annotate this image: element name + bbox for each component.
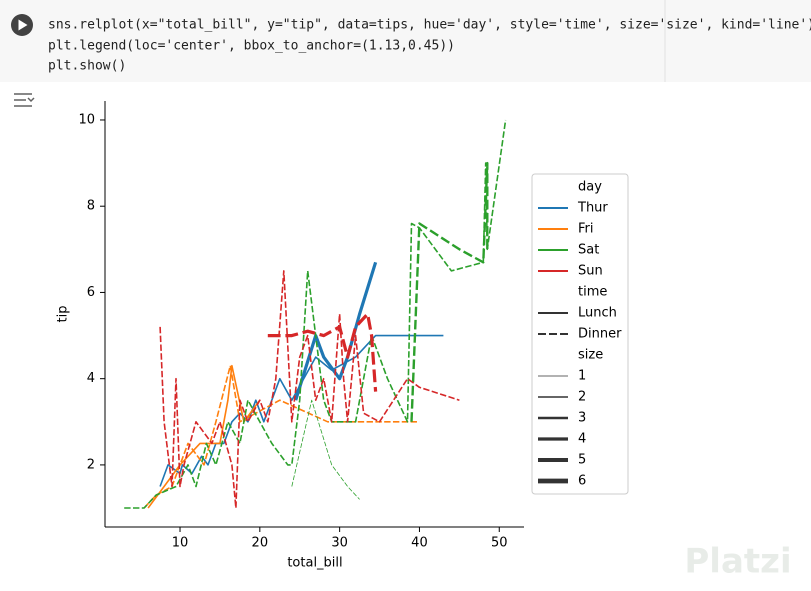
legend-label: 3 — [578, 411, 586, 426]
legend-label: Fri — [578, 222, 594, 237]
y-axis-label: tip — [56, 306, 71, 323]
legend-title: time — [578, 285, 607, 300]
y-tick-label: 6 — [87, 285, 95, 300]
data-line — [124, 119, 507, 509]
code-cell — [0, 0, 811, 82]
run-icon[interactable] — [18, 19, 28, 31]
data-line — [143, 364, 420, 509]
legend-label: Dinner — [578, 327, 622, 342]
x-axis-label: total_bill — [287, 556, 342, 571]
code-line: sns.relplot(x="total_bill", y="tip", dat… — [48, 18, 811, 33]
legend-label: Thur — [577, 201, 608, 216]
data-line — [267, 312, 378, 392]
legend-label: 6 — [578, 474, 586, 489]
data-line — [159, 270, 460, 509]
data-line — [291, 399, 360, 500]
legend-label: 5 — [578, 453, 586, 468]
legend-label: Sat — [578, 243, 599, 258]
data-line — [147, 364, 261, 509]
legend-label: Sun — [578, 264, 603, 279]
code-line: plt.show() — [48, 59, 126, 74]
output-menu-icon[interactable] — [14, 93, 35, 107]
y-tick-label: 8 — [87, 199, 95, 214]
legend-label: 2 — [578, 390, 586, 405]
x-tick-label: 40 — [411, 536, 428, 551]
code-line: plt.legend(loc='center', bbox_to_anchor=… — [48, 39, 455, 54]
legend-label: 4 — [578, 432, 586, 447]
legend-title: size — [578, 348, 603, 363]
data-line — [410, 161, 489, 422]
x-tick-label: 30 — [331, 536, 348, 551]
y-tick-label: 4 — [87, 371, 95, 386]
legend-box — [531, 173, 629, 495]
watermark: Platzi — [684, 542, 791, 582]
y-tick-label: 2 — [87, 457, 95, 472]
y-tick-label: 10 — [78, 112, 95, 127]
x-tick-label: 50 — [491, 536, 508, 551]
output-icon-path[interactable] — [14, 93, 35, 107]
x-tick-label: 10 — [172, 536, 189, 551]
legend-label: 1 — [578, 369, 586, 384]
legend-label: Lunch — [578, 306, 617, 321]
x-tick-label: 20 — [252, 536, 269, 551]
legend-title: day — [578, 180, 602, 195]
run-button[interactable] — [11, 14, 33, 36]
data-line — [159, 334, 444, 487]
